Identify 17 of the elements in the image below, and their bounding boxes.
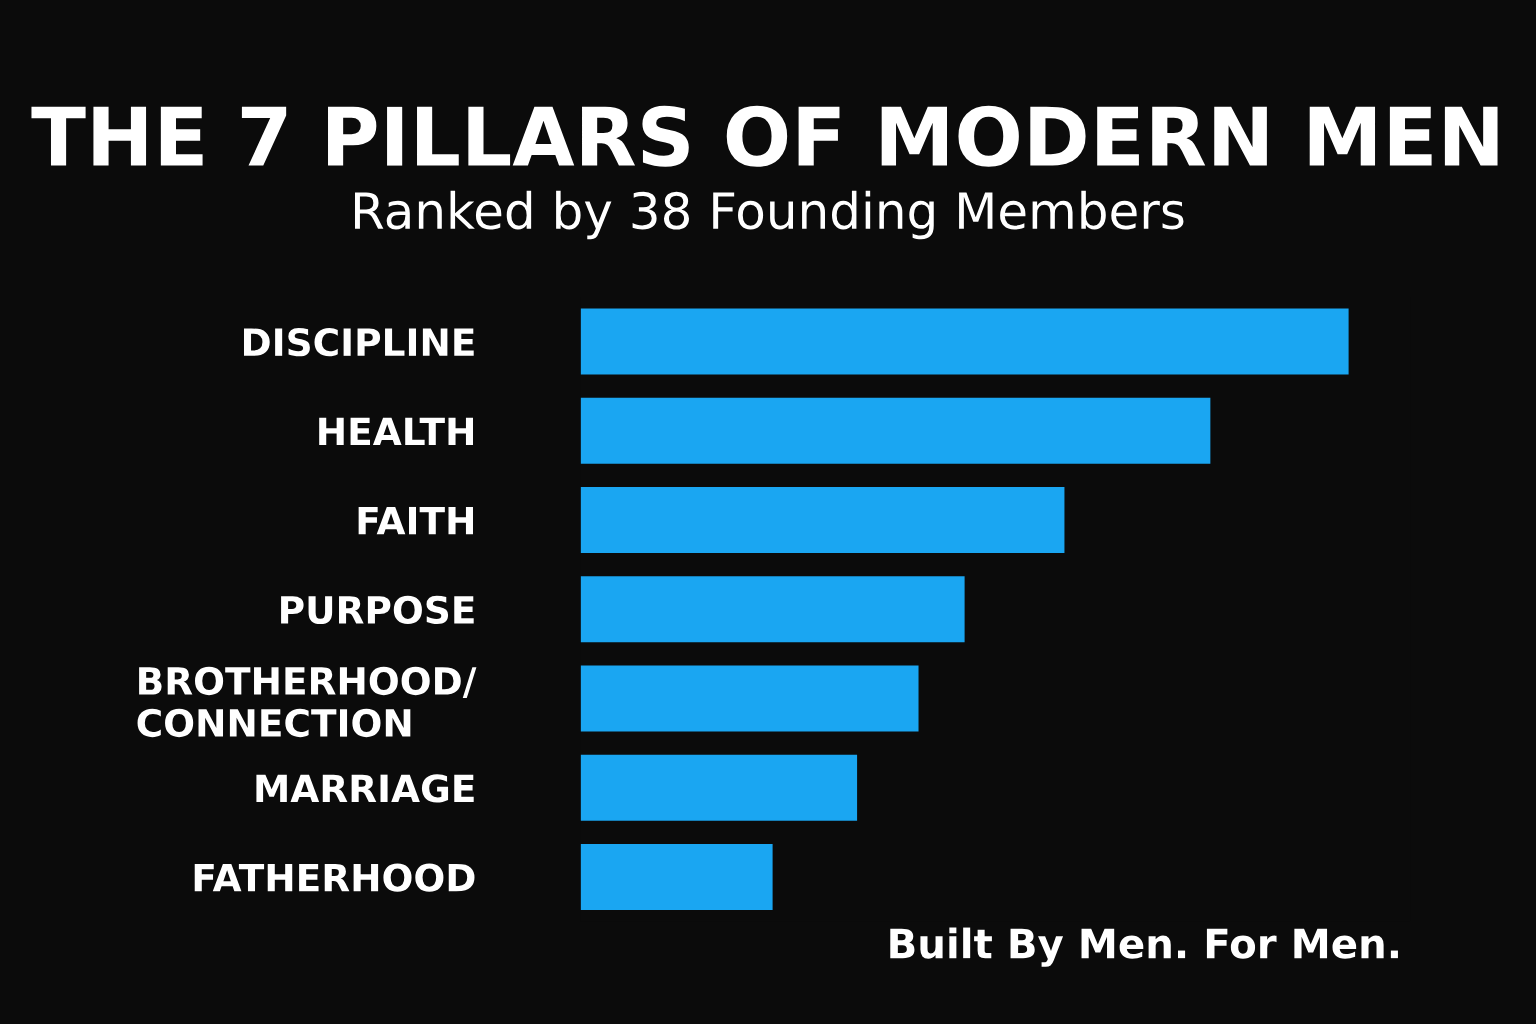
bar [580,576,965,643]
chart-title: THE 7 PILLARS OF MODERN MEN [31,105,1498,167]
bar [580,397,1211,464]
y-tick-label: FAITH [358,506,473,535]
y-tick-label: MARRIAGE [256,774,474,803]
bar [580,843,773,910]
bar [580,308,1349,375]
bar [580,754,858,821]
y-tick-label: BROTHERHOOD/ CONNECTION [137,666,477,738]
y-tick-label: PURPOSE [281,595,474,625]
y-tick-label: FATHERHOOD [194,863,475,892]
y-tick-label: DISCIPLINE [243,327,474,357]
y-tick-label: HEALTH [319,417,473,446]
chart-subtitle: Ranked by 38 Founding Members [355,190,1184,240]
bar [580,487,1065,554]
bar [580,665,919,732]
text: Built By Men. For Men. [890,927,1398,967]
